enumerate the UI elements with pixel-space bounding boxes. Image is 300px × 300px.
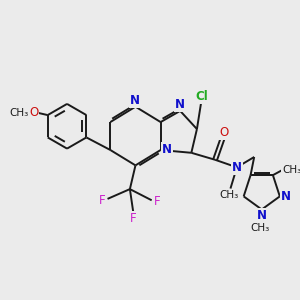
Text: CH₃: CH₃ <box>219 190 239 200</box>
Text: N: N <box>175 98 184 111</box>
Text: N: N <box>162 143 172 156</box>
Text: CH₃: CH₃ <box>10 108 29 118</box>
Text: O: O <box>219 126 229 139</box>
Text: F: F <box>99 194 106 207</box>
Text: CH₃: CH₃ <box>251 223 270 233</box>
Text: CH₃: CH₃ <box>282 165 300 175</box>
Text: F: F <box>130 212 136 225</box>
Text: N: N <box>281 190 291 203</box>
Text: N: N <box>257 209 267 222</box>
Text: N: N <box>232 161 242 174</box>
Text: N: N <box>130 94 140 107</box>
Text: O: O <box>29 106 38 119</box>
Text: F: F <box>153 195 160 208</box>
Text: Cl: Cl <box>195 90 208 103</box>
